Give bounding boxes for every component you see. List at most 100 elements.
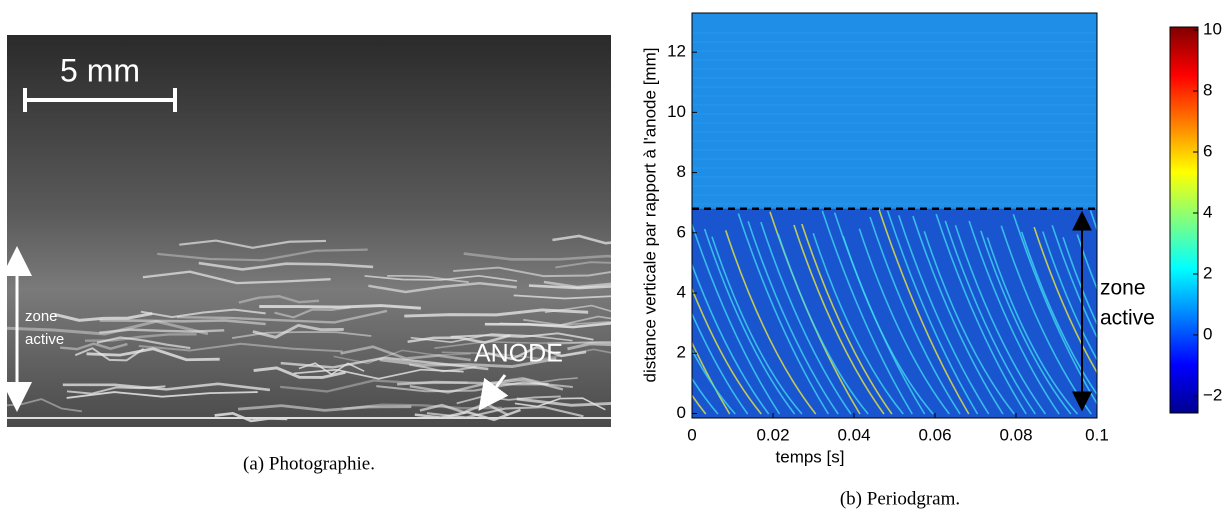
photo-streak [543,280,611,289]
active-zone [692,208,1097,418]
x-tick-label: 0.08 [999,425,1032,444]
streak [801,223,893,415]
photo-streak [7,319,209,336]
streak [878,208,970,415]
photo-streak [66,391,258,399]
photo-streak [157,248,368,262]
x-tick-label: 0.06 [918,425,951,444]
caption: (a) Photographie. [243,453,375,474]
zone-label: zone [25,308,58,325]
photo-streak [179,239,326,249]
x-tick-label: 0 [687,425,696,444]
streak [737,213,830,415]
streak [923,230,1015,415]
photo-streak [547,341,611,345]
streak [692,377,719,415]
streak [1051,225,1097,340]
y-tick-label: 6 [677,222,686,241]
photo-streak [523,315,611,326]
photo-streak [387,274,469,284]
colorbar-tick-label: 0 [1203,324,1212,343]
y-tick-label: 4 [677,283,686,302]
photo-streak [408,363,477,373]
photo-streak [463,252,611,261]
photo-streak [176,309,388,324]
streak [968,220,1060,415]
streak [869,216,961,415]
anode-arrow [478,374,509,411]
annotation: active [1100,307,1155,330]
photo-streak [238,295,320,304]
streak [793,224,885,415]
photo-streak [516,397,611,407]
streak [858,228,950,415]
photo-streak [342,403,503,411]
streak [747,221,839,415]
streak [1020,231,1097,396]
colorbar-tick-label: 2 [1203,263,1212,282]
photo-texture [7,234,611,423]
streak [711,236,803,415]
photo-streak [60,342,128,351]
heatmap-texture [692,32,1097,418]
colorbar-tick-label: 4 [1203,202,1212,221]
streak [842,235,934,415]
streak [777,233,869,415]
photo-streak [99,319,266,326]
photo-streak [567,342,611,351]
streak [954,224,1047,415]
plot-frame [691,12,1098,419]
photo-streak [410,333,573,343]
photo-streak [333,349,471,365]
photo-streak [484,321,611,329]
streak [897,215,990,415]
streak [703,228,796,415]
colorbar-tick-label: 8 [1203,81,1212,100]
photo-streak [253,366,346,379]
y-tick-label: 0 [677,403,686,422]
photo-streak [528,284,611,290]
y-axis-label: distance verticale par rapport à l'anode… [640,48,659,383]
photo [7,35,611,427]
photo-streak [407,334,511,344]
zone-label: active [25,331,64,348]
streak [692,262,770,415]
photo-streak [434,340,611,349]
colorbar-tick-label: 6 [1203,141,1212,160]
photo-streak [259,304,421,310]
photo-streak [252,323,344,339]
x-tick-label: 0.04 [837,425,870,444]
photo-streak [453,266,611,278]
photo-streak [368,282,517,294]
streak [760,221,852,415]
photo-streak [142,270,331,285]
photo-streak [198,261,374,271]
streak [692,286,762,415]
y-tick-label: 2 [677,343,686,362]
streak [986,237,1079,415]
colorbar [1169,26,1199,414]
photo-streak [504,377,578,383]
photo-streak [397,380,549,386]
streak [724,230,817,415]
photo-streak [441,348,611,360]
colorbar-tick-label: 10 [1203,20,1222,39]
photo-streak [66,385,166,395]
streak [980,230,1072,415]
photo-streak [86,347,220,362]
photo-streak [140,308,266,319]
streak [886,210,979,415]
photo-streak [364,274,518,282]
photo-streak [74,347,145,362]
streak [821,210,913,415]
y-tick-label: 12 [667,42,686,61]
streak [692,312,749,415]
scale-label: 5 mm [60,52,140,88]
photo-streak [232,331,372,339]
photo-streak [340,345,471,362]
photo-streak [99,328,225,334]
photo-streak [237,404,412,412]
photo-streak [54,312,153,322]
streak [692,222,781,415]
